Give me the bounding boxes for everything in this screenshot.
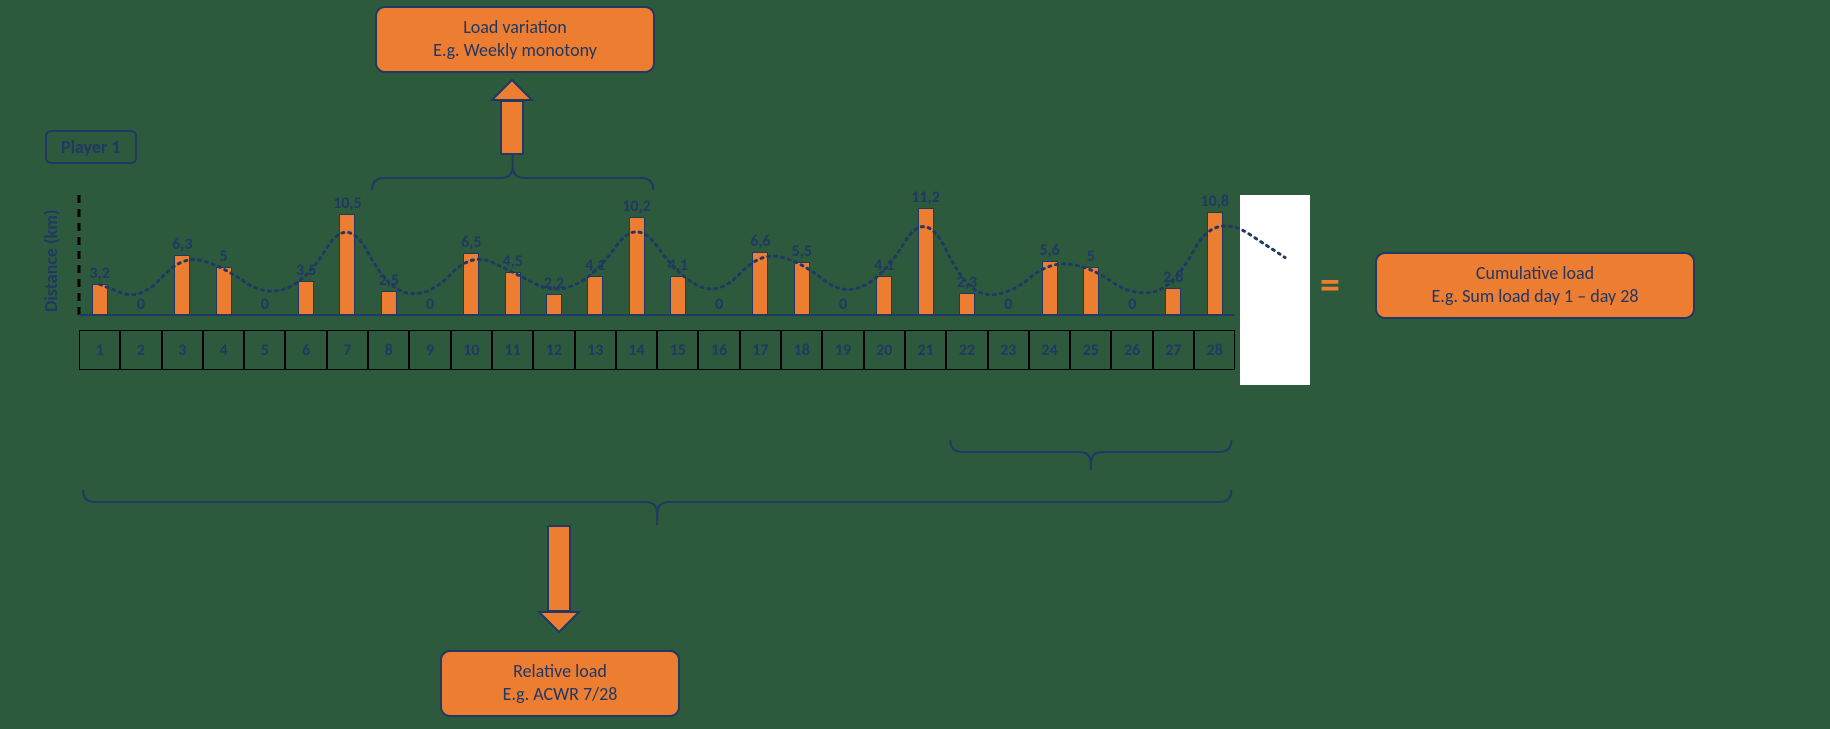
arrow-body bbox=[547, 525, 571, 612]
arrow-head-outline bbox=[490, 78, 534, 102]
arrow-head-outline bbox=[537, 610, 581, 634]
brackets-layer bbox=[0, 0, 1830, 729]
arrow-body bbox=[500, 100, 524, 155]
